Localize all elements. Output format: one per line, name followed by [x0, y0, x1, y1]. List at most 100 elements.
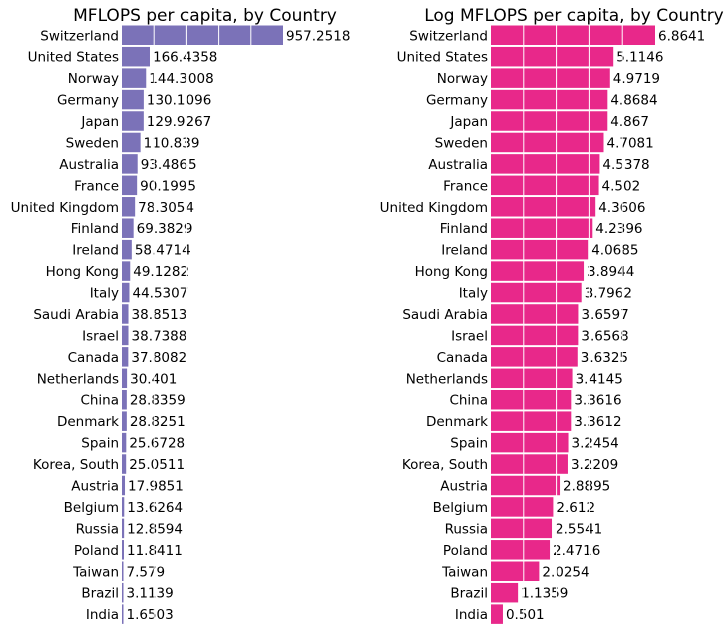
- bar-value-label: 1.6503: [127, 607, 174, 623]
- bar-value-label: 4.8684: [610, 93, 657, 109]
- bar-value-label: 37.8082: [131, 350, 187, 366]
- bar-log-mflops: [491, 197, 596, 217]
- category-tick-label: France: [74, 178, 119, 194]
- category-tick-label: Sweden: [435, 135, 488, 151]
- bar-value-label: 2.8895: [563, 478, 610, 494]
- bar-value-label: 3.4145: [576, 371, 623, 387]
- bar-value-label: 6.8641: [658, 28, 705, 44]
- bar-mflops: [122, 454, 127, 474]
- bar-log-mflops: [491, 582, 519, 603]
- bar-value-label: 144.3008: [149, 71, 213, 87]
- category-tick-label: United States: [28, 50, 119, 66]
- category-tick-label: Denmark: [57, 414, 119, 430]
- category-tick-label: Russia: [76, 521, 119, 537]
- bar-mflops: [122, 68, 147, 88]
- bar-value-label: 4.867: [610, 114, 649, 130]
- bar-log-mflops: [491, 368, 573, 389]
- bar-log-mflops: [491, 304, 579, 324]
- bar-value-label: 4.0685: [591, 243, 638, 259]
- category-tick-label: Japan: [449, 114, 488, 130]
- bar-mflops: [122, 475, 126, 496]
- category-tick-label: Switzerland: [409, 28, 488, 44]
- bar-value-label: 3.6597: [581, 307, 628, 323]
- bar-mflops: [122, 497, 125, 517]
- chart-title-log-mflops: Log MFLOPS per capita, by Country: [424, 6, 724, 26]
- bar-value-label: 49.1282: [133, 264, 189, 280]
- bar-value-label: 58.4714: [135, 243, 191, 259]
- bar-mflops: [122, 304, 129, 324]
- bar-value-label: 3.3612: [574, 414, 621, 430]
- category-tick-label: Japan: [80, 114, 119, 130]
- bar-log-mflops: [491, 132, 604, 153]
- bar-log-mflops: [491, 518, 553, 539]
- bar-value-label: 4.7081: [606, 135, 653, 151]
- bar-mflops: [122, 325, 129, 346]
- category-tick-label: Canada: [68, 350, 119, 366]
- bar-log-mflops: [491, 432, 569, 453]
- bar-mflops: [122, 25, 283, 45]
- bar-value-label: 3.3616: [574, 393, 621, 409]
- category-tick-label: Denmark: [426, 414, 488, 430]
- bar-log-mflops: [491, 411, 572, 431]
- bar-log-mflops: [491, 25, 655, 45]
- bar-mflops: [122, 561, 124, 581]
- category-tick-label: Spain: [81, 436, 119, 452]
- bar-log-mflops: [491, 68, 610, 88]
- bar-mflops: [122, 347, 129, 367]
- category-tick-label: United Kingdom: [11, 200, 119, 216]
- bar-log-mflops: [491, 111, 608, 131]
- bar-value-label: 129.9267: [147, 114, 211, 130]
- bar-log-mflops: [491, 282, 582, 303]
- bar-group-mflops: Switzerland 957.2518 United States 166.4358…: [11, 25, 350, 626]
- bar-log-mflops: [491, 454, 568, 474]
- category-tick-label: Germany: [426, 93, 488, 109]
- category-tick-label: Sweden: [66, 135, 119, 151]
- bar-log-mflops: [491, 154, 600, 174]
- category-tick-label: Belgium: [64, 500, 119, 516]
- category-tick-label: Netherlands: [406, 371, 488, 387]
- bar-mflops: [122, 261, 131, 281]
- chart-panel-log-mflops: Log MFLOPS per capita, by Country Switze…: [380, 6, 724, 626]
- bar-value-label: 69.3829: [137, 221, 193, 237]
- bar-log-mflops: [491, 239, 589, 260]
- bar-log-mflops: [491, 497, 554, 517]
- bar-value-label: 38.8513: [132, 307, 188, 323]
- bar-value-label: 28.8251: [130, 414, 186, 430]
- bar-mflops: [122, 154, 138, 174]
- bar-mflops: [122, 89, 144, 110]
- category-tick-label: Korea, South: [33, 457, 119, 473]
- bar-value-label: 0.501: [506, 607, 545, 623]
- bar-value-label: 5.1146: [616, 50, 663, 66]
- category-tick-label: Switzerland: [40, 28, 119, 44]
- bar-mflops: [122, 540, 124, 560]
- category-tick-label: Italy: [459, 286, 488, 302]
- chart-panel-mflops: MFLOPS per capita, by Country Switzerlan…: [11, 6, 350, 626]
- bar-value-label: 90.1995: [140, 178, 196, 194]
- category-tick-label: Saudi Arabia: [33, 307, 119, 323]
- bar-mflops: [122, 282, 130, 303]
- bar-value-label: 4.9719: [613, 71, 660, 87]
- bar-log-mflops: [491, 561, 540, 581]
- category-tick-label: Netherlands: [37, 371, 119, 387]
- category-tick-label: United Kingdom: [380, 200, 488, 216]
- bar-value-label: 2.5541: [555, 521, 602, 537]
- bar-value-label: 93.4865: [141, 157, 197, 173]
- bar-value-label: 3.6568: [581, 328, 628, 344]
- bar-log-mflops: [491, 325, 579, 346]
- bar-value-label: 3.2209: [571, 457, 618, 473]
- bar-value-label: 11.8411: [127, 543, 183, 559]
- bar-value-label: 166.4358: [153, 50, 217, 66]
- bar-value-label: 4.502: [602, 178, 641, 194]
- category-tick-label: Korea, South: [402, 457, 488, 473]
- bar-value-label: 7.579: [127, 564, 166, 580]
- bar-mflops: [122, 46, 150, 67]
- bar-log-mflops: [491, 389, 572, 410]
- category-tick-label: Austria: [440, 478, 488, 494]
- bar-mflops: [122, 132, 141, 153]
- bar-log-mflops: [491, 475, 561, 496]
- bar-mflops: [122, 389, 127, 410]
- bar-log-mflops: [491, 175, 599, 196]
- bar-mflops: [122, 432, 127, 453]
- bar-log-mflops: [491, 89, 608, 110]
